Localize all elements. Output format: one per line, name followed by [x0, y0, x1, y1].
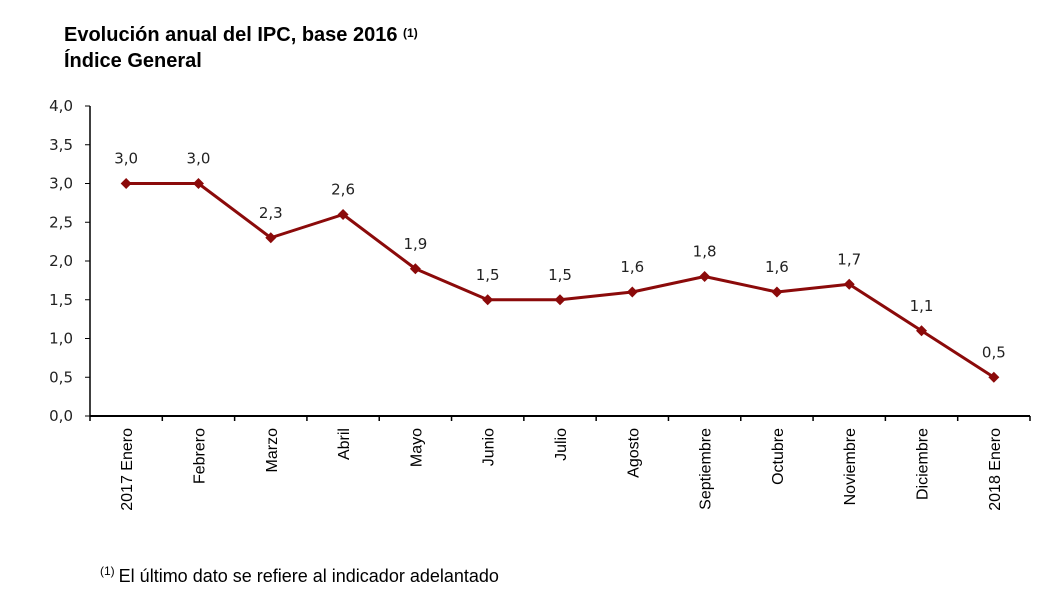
x-tick-label: Noviembre [842, 428, 859, 505]
y-tick-label: 2,5 [49, 213, 73, 231]
data-point-marker [988, 371, 1000, 383]
data-point-marker [771, 286, 783, 298]
data-label: 2,3 [259, 204, 283, 222]
y-tick-label: 1,5 [49, 291, 73, 309]
data-point-marker [843, 278, 855, 290]
x-tick-label: Febrero [191, 428, 208, 484]
data-label: 2,6 [331, 181, 355, 199]
x-tick-label: Agosto [625, 428, 642, 478]
data-label: 1,9 [403, 235, 427, 253]
footnote-marker: (1) [100, 564, 115, 578]
title-footnote-marker: (1) [403, 26, 418, 40]
y-tick-label: 0,5 [49, 368, 73, 386]
y-tick-label: 0,0 [49, 407, 73, 425]
data-point-marker [626, 286, 638, 298]
x-tick-label: Abril [336, 428, 353, 460]
data-label: 3,0 [114, 150, 138, 168]
data-point-marker [916, 325, 928, 337]
chart-title-line1: Evolución anual del IPC, base 2016 (1) [64, 22, 418, 48]
data-point-marker [265, 232, 277, 244]
data-point-marker [554, 294, 566, 306]
data-label: 1,6 [620, 258, 644, 276]
data-label: 1,7 [837, 250, 861, 268]
x-tick-label: Octubre [770, 428, 787, 485]
data-label: 1,5 [476, 266, 500, 284]
chart-title: Evolución anual del IPC, base 2016 (1) Í… [64, 22, 418, 74]
chart-subtitle: Índice General [64, 50, 202, 72]
data-point-marker [409, 263, 421, 275]
y-tick-label: 2,0 [49, 252, 73, 270]
footnote-text: El último dato se refiere al indicador a… [118, 566, 499, 586]
data-label: 1,8 [693, 243, 717, 261]
series: 3,0 3,0 2,3 2,6 1,9 1,5 1,5 1,6 1,8 1,6 1,7 1,1 0,5 [114, 150, 1006, 383]
data-label: 1,5 [548, 266, 572, 284]
data-point-marker [699, 271, 711, 282]
data-point-marker [192, 178, 204, 189]
title-text: Evolución anual del IPC, base 2016 [64, 24, 398, 46]
data-label: 1,6 [765, 258, 789, 276]
data-label: 1,1 [910, 297, 934, 315]
x-tick-label: Mayo [408, 428, 425, 467]
x-tick-label: Marzo [264, 428, 281, 473]
data-label: 3,0 [187, 150, 211, 168]
data-point-marker [482, 294, 494, 306]
footnote: (1) El último dato se refiere al indicado… [100, 564, 499, 587]
x-tick-label: Julio [553, 428, 570, 461]
x-tick-label: 2017 Enero [119, 428, 136, 511]
y-tick-label: 1,0 [49, 330, 73, 348]
y-tick-label: 3,0 [49, 175, 73, 193]
y-tick-label: 4,0 [49, 97, 73, 115]
x-tick-label: Septiembre [698, 428, 715, 510]
x-axis-ticks: 2017 Enero Febrero Marzo Abril Mayo Junio Juli… [89, 416, 1031, 511]
x-tick-label: Junio [481, 428, 498, 466]
x-tick-label: 2018 Enero [987, 428, 1004, 511]
x-tick-label: Diciembre [915, 428, 932, 500]
y-axis-ticks: 0,0 0,5 1,0 1,5 2,0 2,5 3,0 3,5 4,0 [49, 97, 90, 425]
data-point-marker [337, 209, 349, 220]
data-label: 0,5 [982, 343, 1006, 361]
data-point-marker [120, 178, 132, 189]
y-tick-label: 3,5 [49, 136, 73, 154]
axes [89, 106, 1030, 417]
